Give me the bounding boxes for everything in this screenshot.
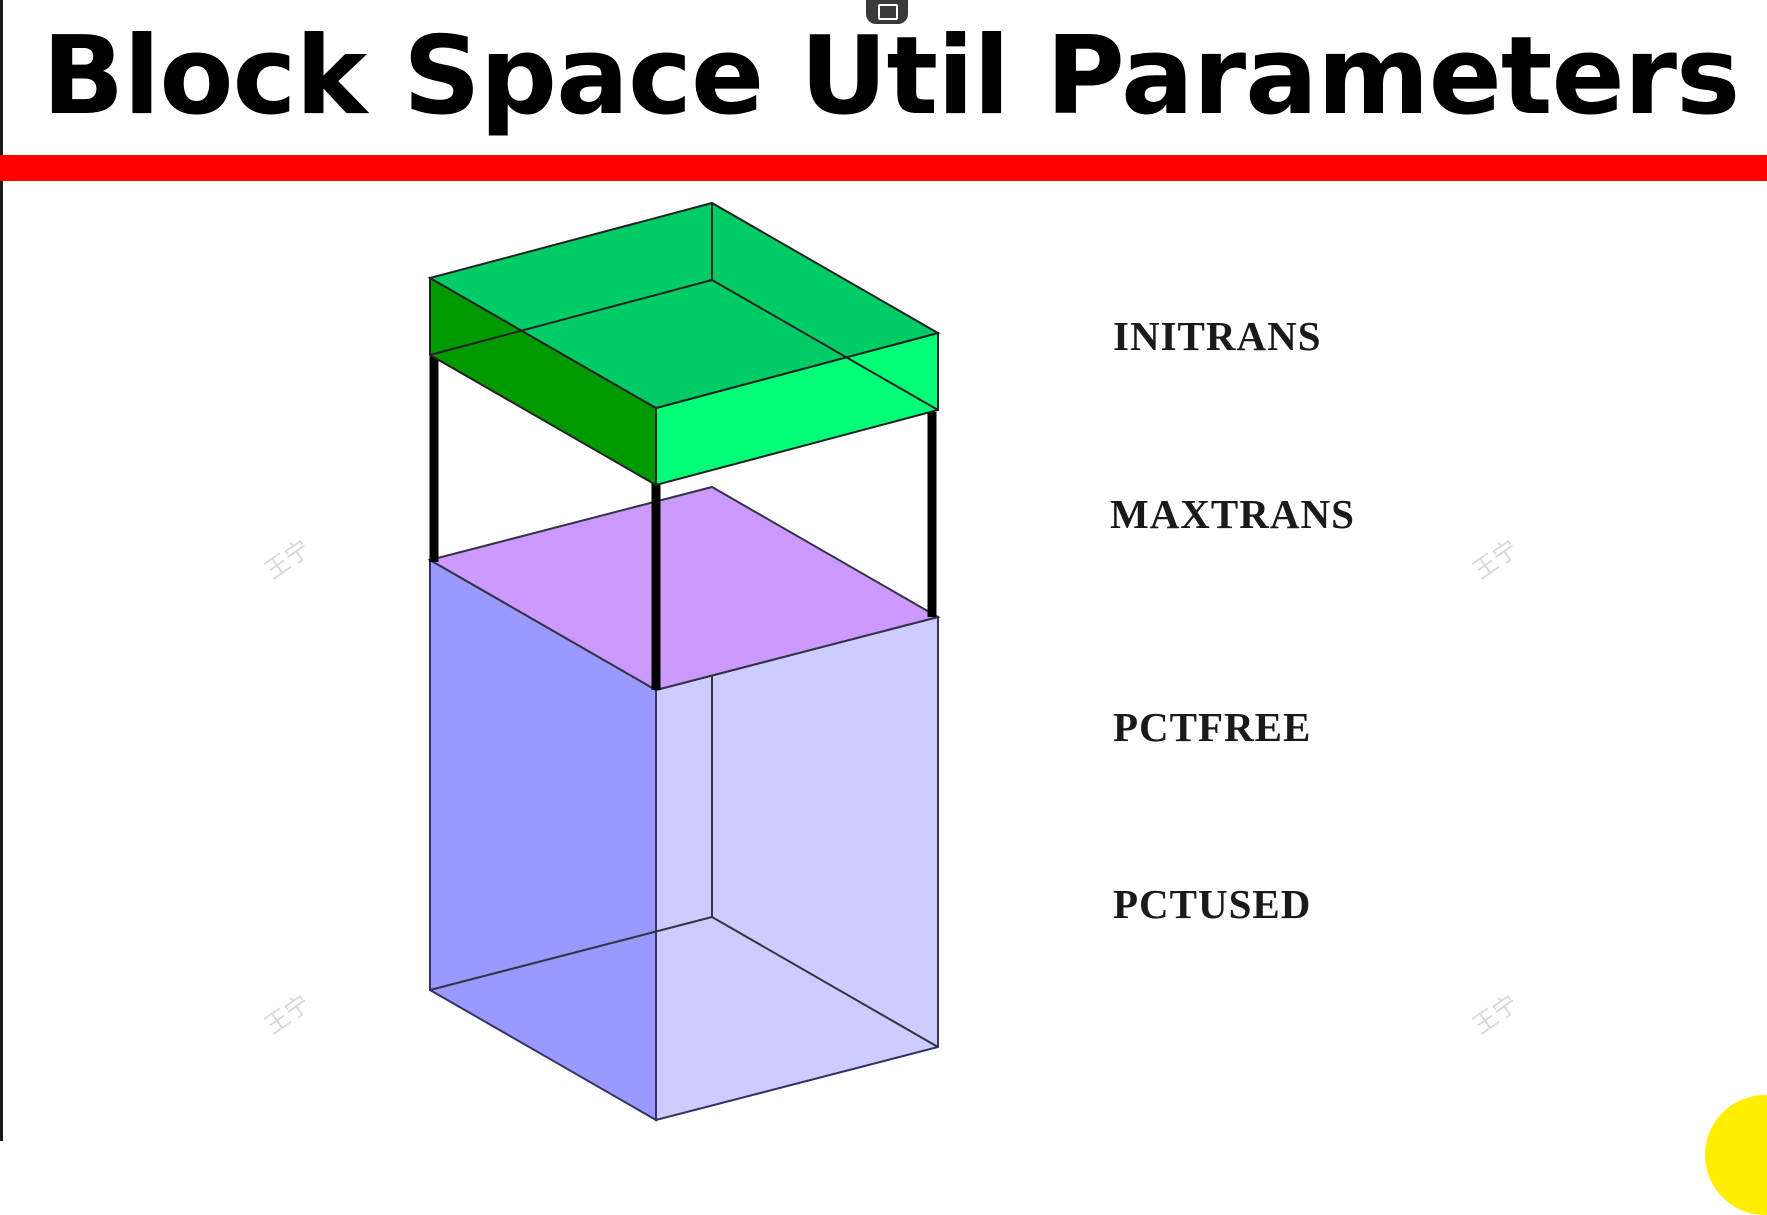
data-block-right-face — [655, 615, 939, 1122]
param-label-pctfree: PCTFREE — [1113, 704, 1312, 750]
screen-share-icon[interactable] — [866, 0, 908, 24]
param-label-pctused: PCTUSED — [1113, 881, 1312, 927]
header-block-inner-right — [711, 279, 939, 411]
support-posts — [429, 355, 937, 690]
block-diagram — [427, 201, 941, 1122]
title-rule — [0, 155, 1767, 181]
param-label-maxtrans: MAXTRANS — [1110, 491, 1355, 537]
left-edge-line — [0, 0, 3, 1141]
data-block-back-bottom-left — [429, 916, 713, 991]
free-space-top-face — [427, 485, 941, 692]
data-block-back-bottom-right — [711, 916, 939, 1048]
header-block — [427, 201, 941, 487]
slide-title: Block Space Util Parameters — [42, 14, 1740, 139]
header-block-top-face — [427, 201, 941, 410]
param-label-initrans: INITRANS — [1113, 313, 1322, 359]
header-block-inner-left — [429, 279, 713, 356]
